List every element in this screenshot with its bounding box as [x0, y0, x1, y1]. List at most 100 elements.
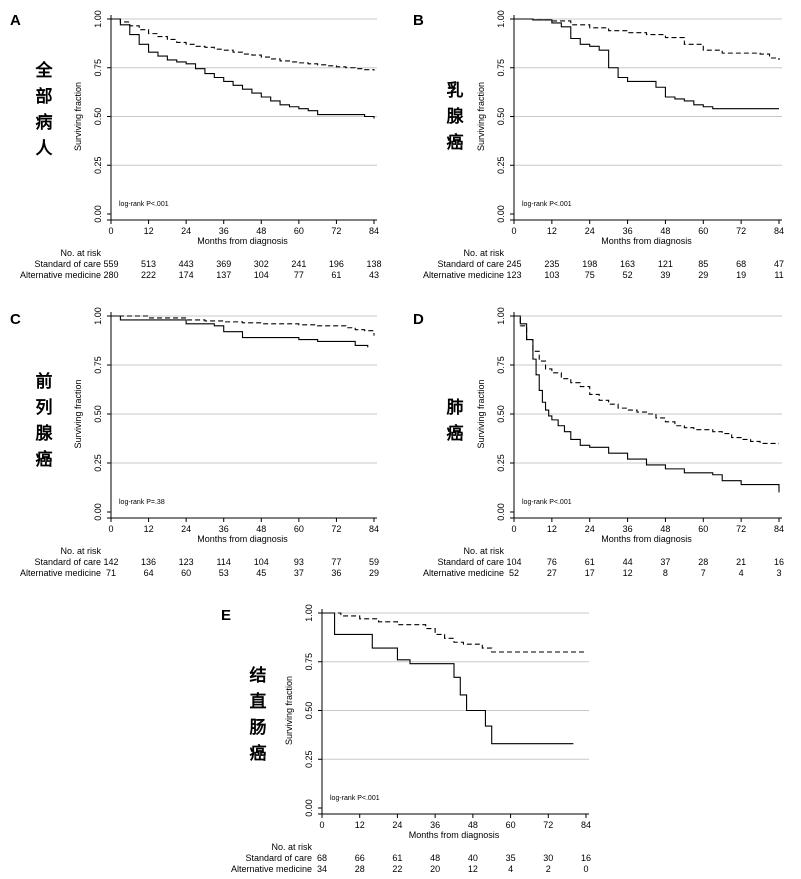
logrank-a: log-rank P<.001	[119, 201, 169, 208]
risk-value-a-1-4: 104	[254, 270, 269, 280]
x-tick-label-d-5: 60	[698, 524, 708, 534]
risk-value-e-1-0: 34	[317, 864, 327, 874]
risk-value-a-0-3: 369	[216, 259, 231, 269]
risk-header-d: No. at risk	[463, 546, 504, 556]
risk-value-b-1-5: 29	[698, 270, 708, 280]
risk-value-d-0-7: 16	[774, 557, 784, 567]
logrank-c: log-rank P=.38	[119, 499, 165, 506]
y-axis-title-b: Surviving fraction	[476, 82, 486, 151]
y-tick-label-a-1: 0.25	[93, 156, 103, 174]
x-tick-label-a-3: 36	[219, 226, 229, 236]
risk-value-d-0-5: 28	[698, 557, 708, 567]
y-tick-label-c-3: 0.75	[93, 356, 103, 374]
cancer-label-e: 结直肠癌	[250, 665, 267, 763]
y-axis-title-c: Surviving fraction	[73, 379, 83, 448]
y-axis-title-d: Surviving fraction	[476, 379, 486, 448]
x-tick-label-a-6: 72	[331, 226, 341, 236]
panel-c: C 前列腺癌 0.00 0.25 0.50 0.75 1.00 0 12 24 36 48 60 72 84…	[10, 307, 379, 578]
y-tick-label-a-3: 0.75	[93, 59, 103, 77]
risk-value-b-1-7: 11	[774, 270, 783, 280]
y-tick-label-e-4: 1.00	[304, 604, 314, 622]
x-tick-label-c-5: 60	[294, 524, 304, 534]
risk-row-label-a-1: Alternative medicine	[20, 270, 101, 280]
x-tick-label-e-5: 60	[506, 820, 516, 830]
curve-e-alternative-medicine	[322, 612, 574, 745]
risk-header-b: No. at risk	[463, 248, 504, 258]
risk-value-a-0-6: 196	[329, 259, 344, 269]
risk-value-e-0-7: 16	[581, 853, 591, 863]
risk-value-c-1-0: 71	[106, 568, 116, 578]
risk-value-c-0-1: 136	[141, 557, 156, 567]
curve-a-alternative-medicine	[111, 18, 375, 119]
risk-value-a-1-3: 137	[216, 270, 231, 280]
curve-e-standard-care	[322, 612, 586, 653]
x-tick-label-a-1: 12	[144, 226, 154, 236]
risk-row-label-c-0: Standard of care	[34, 557, 101, 567]
y-tick-label-b-3: 0.75	[496, 59, 506, 77]
risk-value-b-1-0: 123	[506, 270, 521, 280]
x-tick-label-b-2: 24	[585, 226, 595, 236]
x-axis-title-b: Months from diagnosis	[601, 236, 692, 246]
curve-c-alternative-medicine	[111, 315, 369, 348]
risk-value-a-0-0: 559	[103, 259, 118, 269]
risk-value-d-1-1: 27	[547, 568, 557, 578]
risk-value-c-0-4: 104	[254, 557, 269, 567]
risk-value-e-0-2: 61	[392, 853, 402, 863]
x-tick-label-c-2: 24	[181, 524, 191, 534]
risk-value-b-0-1: 235	[544, 259, 559, 269]
x-tick-label-b-5: 60	[698, 226, 708, 236]
risk-row-label-d-0: Standard of care	[437, 557, 504, 567]
x-tick-label-e-1: 12	[355, 820, 365, 830]
risk-value-b-0-0: 245	[506, 259, 521, 269]
panel-letter-a: A	[10, 12, 21, 29]
risk-value-a-0-1: 513	[141, 259, 156, 269]
y-tick-label-d-4: 1.00	[496, 307, 506, 325]
x-tick-label-d-6: 72	[736, 524, 746, 534]
risk-row-label-e-0: Standard of care	[245, 853, 312, 863]
y-tick-label-e-2: 0.50	[304, 702, 314, 720]
x-tick-label-c-1: 12	[144, 524, 154, 534]
y-tick-label-b-4: 1.00	[496, 10, 506, 28]
x-tick-label-a-2: 24	[181, 226, 191, 236]
y-tick-label-c-0: 0.00	[93, 503, 103, 521]
risk-value-e-0-5: 35	[506, 853, 516, 863]
risk-value-e-0-1: 66	[355, 853, 365, 863]
panel-b: B 乳腺癌 0.00 0.25 0.50 0.75 1.00 0 12 24 36 48 60 72 84 M…	[413, 10, 784, 280]
y-tick-label-a-0: 0.00	[93, 205, 103, 223]
risk-value-d-1-7: 3	[776, 568, 781, 578]
x-tick-label-a-4: 48	[256, 226, 266, 236]
risk-value-e-0-3: 48	[430, 853, 440, 863]
cancer-label-c: 前列腺癌	[36, 371, 54, 469]
risk-value-b-1-2: 75	[585, 270, 595, 280]
risk-value-c-0-6: 77	[331, 557, 341, 567]
y-tick-label-d-1: 0.25	[496, 454, 506, 472]
risk-value-a-1-0: 280	[103, 270, 118, 280]
risk-row-label-c-1: Alternative medicine	[20, 568, 101, 578]
risk-value-b-0-6: 68	[736, 259, 746, 269]
y-tick-label-b-2: 0.50	[496, 108, 506, 126]
risk-value-c-0-7: 59	[369, 557, 379, 567]
risk-value-e-1-7: 0	[583, 864, 588, 874]
y-tick-label-b-0: 0.00	[496, 205, 506, 223]
risk-header-a: No. at risk	[60, 248, 101, 258]
y-tick-label-d-2: 0.50	[496, 405, 506, 423]
x-axis-title-d: Months from diagnosis	[601, 534, 692, 544]
risk-value-d-0-1: 76	[547, 557, 557, 567]
risk-value-b-1-3: 52	[623, 270, 633, 280]
risk-value-e-1-2: 22	[392, 864, 402, 874]
risk-header-c: No. at risk	[60, 546, 101, 556]
x-tick-label-a-7: 84	[369, 226, 379, 236]
y-tick-label-c-4: 1.00	[93, 307, 103, 325]
x-tick-label-e-0: 0	[319, 820, 324, 830]
risk-value-b-1-6: 19	[736, 270, 746, 280]
x-tick-label-b-4: 48	[660, 226, 670, 236]
risk-value-a-1-5: 77	[294, 270, 304, 280]
x-tick-label-e-6: 72	[543, 820, 553, 830]
risk-row-label-d-1: Alternative medicine	[423, 568, 504, 578]
x-tick-label-b-6: 72	[736, 226, 746, 236]
cancer-label-d: 肺癌	[447, 398, 464, 443]
risk-value-a-0-5: 241	[291, 259, 306, 269]
x-tick-label-c-7: 84	[369, 524, 379, 534]
